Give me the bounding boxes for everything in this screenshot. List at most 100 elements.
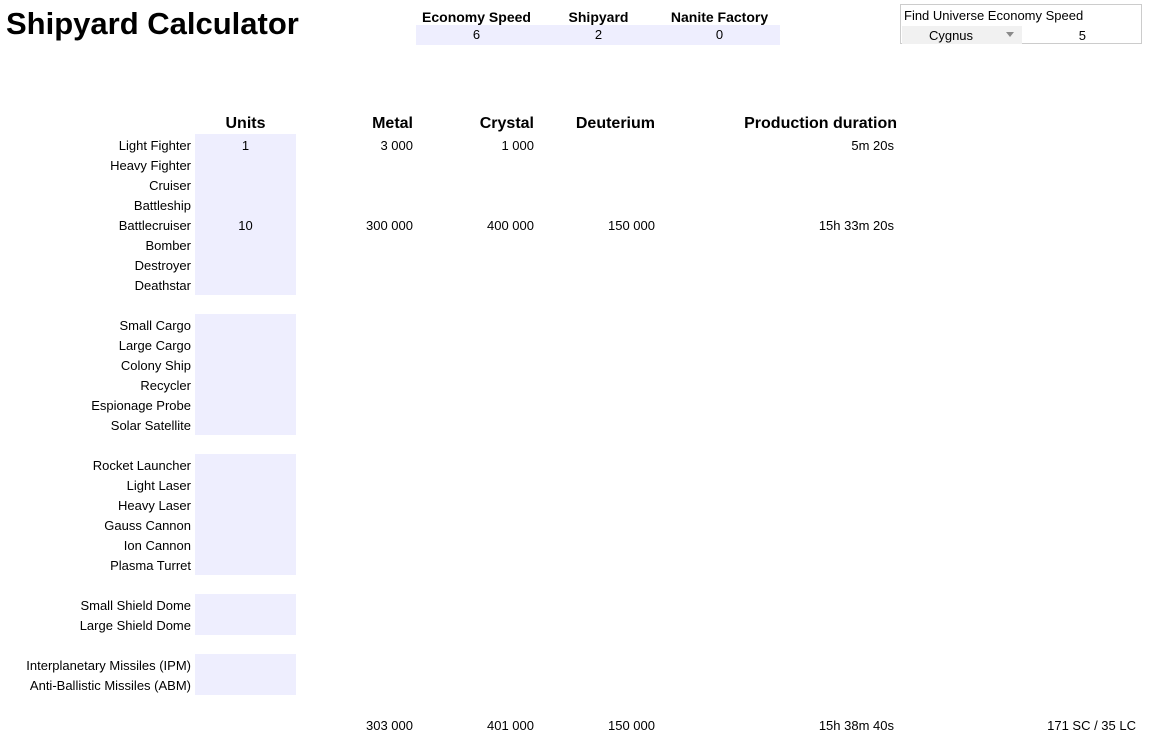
economy-speed-label: Economy Speed [422, 9, 531, 25]
ship-units-input[interactable] [195, 176, 296, 196]
ship-crystal-cost: 1 000 [501, 138, 534, 153]
civil-units-input[interactable] [195, 416, 296, 436]
ship-crystal-cost [430, 176, 534, 196]
shield-label: Small Shield Dome [80, 598, 191, 613]
ship-metal-cost [310, 276, 413, 296]
ship-label: Cruiser [149, 178, 191, 193]
metal-header: Metal [372, 115, 413, 132]
civil-units-input[interactable] [195, 376, 296, 396]
defense-label: Heavy Laser [118, 498, 191, 513]
ship-crystal-cost [430, 196, 534, 216]
defense-label: Plasma Turret [110, 558, 191, 573]
defense-label: Gauss Cannon [104, 518, 191, 533]
civil-ship-label: Small Cargo [119, 318, 191, 333]
ship-metal-cost: 300 000 [366, 218, 413, 233]
nanite-factory-label: Nanite Factory [670, 9, 769, 25]
shield-units-input[interactable] [195, 616, 296, 636]
ship-deuterium-cost [550, 176, 655, 196]
ship-duration: 15h 33m 20s [818, 218, 894, 233]
ship-metal-cost [310, 156, 413, 176]
shield-label: Large Shield Dome [79, 618, 191, 633]
civil-units-input[interactable] [195, 316, 296, 336]
ship-metal-cost [310, 256, 413, 276]
civil-ship-label: Large Cargo [118, 338, 191, 353]
total-deuterium: 150 000 [608, 718, 655, 733]
ship-duration [700, 176, 894, 196]
duration-header: Production duration [744, 115, 897, 132]
defense-label: Ion Cannon [123, 538, 191, 553]
civil-ship-label: Recycler [140, 378, 191, 393]
settings-input-band [416, 25, 780, 45]
defense-units-input[interactable] [195, 516, 296, 536]
ship-label: Bomber [145, 238, 191, 253]
civil-units-input[interactable] [195, 356, 296, 376]
civil-units-input[interactable] [195, 396, 296, 416]
ship-units-input[interactable] [195, 236, 296, 256]
nanite-factory-level-input[interactable]: 0 [715, 27, 724, 42]
ship-crystal-cost: 400 000 [487, 218, 534, 233]
finder-label: Find Universe Economy Speed [904, 8, 1084, 23]
universe-speed-value: 5 [1078, 28, 1086, 43]
missiles-units-band [195, 654, 296, 695]
ship-units-input[interactable] [195, 196, 296, 216]
missile-label: Anti-Ballistic Missiles (ABM) [29, 678, 191, 693]
ship-units-input[interactable]: 10 [238, 218, 253, 233]
defense-units-input[interactable] [195, 456, 296, 476]
ships-units-band [195, 134, 296, 295]
ship-crystal-cost [430, 236, 534, 256]
ship-deuterium-cost [550, 136, 655, 156]
ship-deuterium-cost: 150 000 [608, 218, 655, 233]
defense-units-input[interactable] [195, 476, 296, 496]
ship-deuterium-cost [550, 256, 655, 276]
civil-units-band [195, 314, 296, 435]
missile-units-input[interactable] [195, 656, 296, 676]
civil-ship-label: Espionage Probe [91, 398, 191, 413]
page-title: Shipyard Calculator [6, 6, 299, 41]
defense-units-input[interactable] [195, 556, 296, 576]
shields-units-band [195, 594, 296, 635]
shield-units-input[interactable] [195, 596, 296, 616]
ship-units-input[interactable] [195, 256, 296, 276]
ship-label: Light Fighter [118, 138, 191, 153]
total-metal: 303 000 [366, 718, 413, 733]
ship-units-input[interactable] [195, 156, 296, 176]
universe-dropdown[interactable] [902, 26, 1022, 44]
missile-units-input[interactable] [195, 676, 296, 696]
ship-units-input[interactable] [195, 276, 296, 296]
shipyard-label: Shipyard [568, 9, 629, 25]
ship-metal-cost [310, 196, 413, 216]
ship-deuterium-cost [550, 156, 655, 176]
ship-label: Battleship [133, 198, 191, 213]
defense-units-input[interactable] [195, 496, 296, 516]
ship-label: Heavy Fighter [110, 158, 191, 173]
ship-deuterium-cost [550, 276, 655, 296]
civil-ship-label: Solar Satellite [110, 418, 191, 433]
civil-ship-label: Colony Ship [120, 358, 191, 373]
ship-crystal-cost [430, 276, 534, 296]
economy-speed-input[interactable]: 6 [472, 27, 481, 42]
defense-units-band [195, 454, 296, 575]
ship-metal-cost [310, 236, 413, 256]
defense-units-input[interactable] [195, 536, 296, 556]
ship-duration [700, 256, 894, 276]
ship-label: Battlecruiser [118, 218, 191, 233]
cargo-requirement: 171 SC / 35 LC [1047, 718, 1136, 733]
ship-metal-cost: 3 000 [380, 138, 413, 153]
total-duration: 15h 38m 40s [818, 718, 894, 733]
ship-duration [700, 236, 894, 256]
crystal-header: Crystal [479, 115, 534, 132]
civil-units-input[interactable] [195, 336, 296, 356]
chevron-down-icon[interactable] [1006, 32, 1014, 37]
ship-deuterium-cost [550, 196, 655, 216]
missile-label: Interplanetary Missiles (IPM) [26, 658, 191, 673]
shipyard-level-input[interactable]: 2 [594, 27, 603, 42]
ship-duration [700, 276, 894, 296]
universe-dropdown-value[interactable]: Cygnus [928, 28, 974, 43]
ship-label: Destroyer [134, 258, 191, 273]
ship-crystal-cost [430, 256, 534, 276]
ship-duration [700, 196, 894, 216]
ship-units-input[interactable]: 1 [241, 138, 250, 153]
ship-duration: 5m 20s [851, 138, 894, 153]
ship-label: Deathstar [134, 278, 191, 293]
total-crystal: 401 000 [487, 718, 534, 733]
